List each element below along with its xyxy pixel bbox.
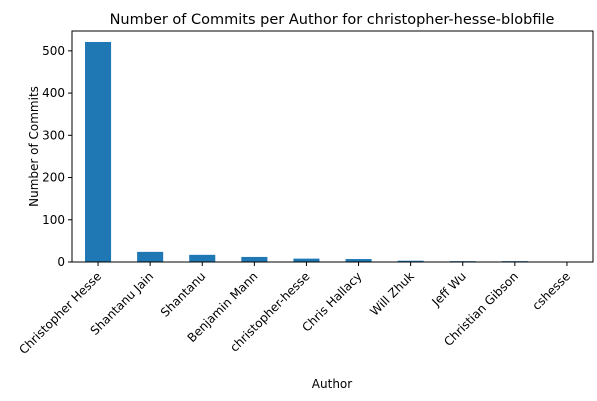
y-tick-label: 100 xyxy=(42,213,65,227)
x-tick-label: Jeff Wu xyxy=(429,269,469,309)
bar xyxy=(293,259,319,262)
x-tick-label: cshesse xyxy=(529,269,573,313)
y-tick-label: 0 xyxy=(57,255,65,269)
x-tick-label: Will Zhuk xyxy=(367,269,416,318)
y-axis-label: Number of Commits xyxy=(27,86,41,207)
y-tick-label: 500 xyxy=(42,44,65,58)
chart-title: Number of Commits per Author for christo… xyxy=(110,12,555,28)
y-axis: 0 100 200 300 400 500 xyxy=(42,44,72,269)
y-tick-label: 300 xyxy=(42,128,65,142)
bar xyxy=(137,252,163,262)
bar xyxy=(241,257,267,262)
y-tick-label: 400 xyxy=(42,86,65,100)
bar xyxy=(189,255,215,262)
x-tick-label: Christopher Hesse xyxy=(16,269,104,357)
x-tick-label: Shantanu xyxy=(158,269,209,320)
bar xyxy=(85,42,111,262)
plot-frame xyxy=(72,31,593,262)
y-tick-label: 200 xyxy=(42,171,65,185)
x-axis-label: Author xyxy=(312,377,352,391)
bar-group xyxy=(85,42,580,262)
